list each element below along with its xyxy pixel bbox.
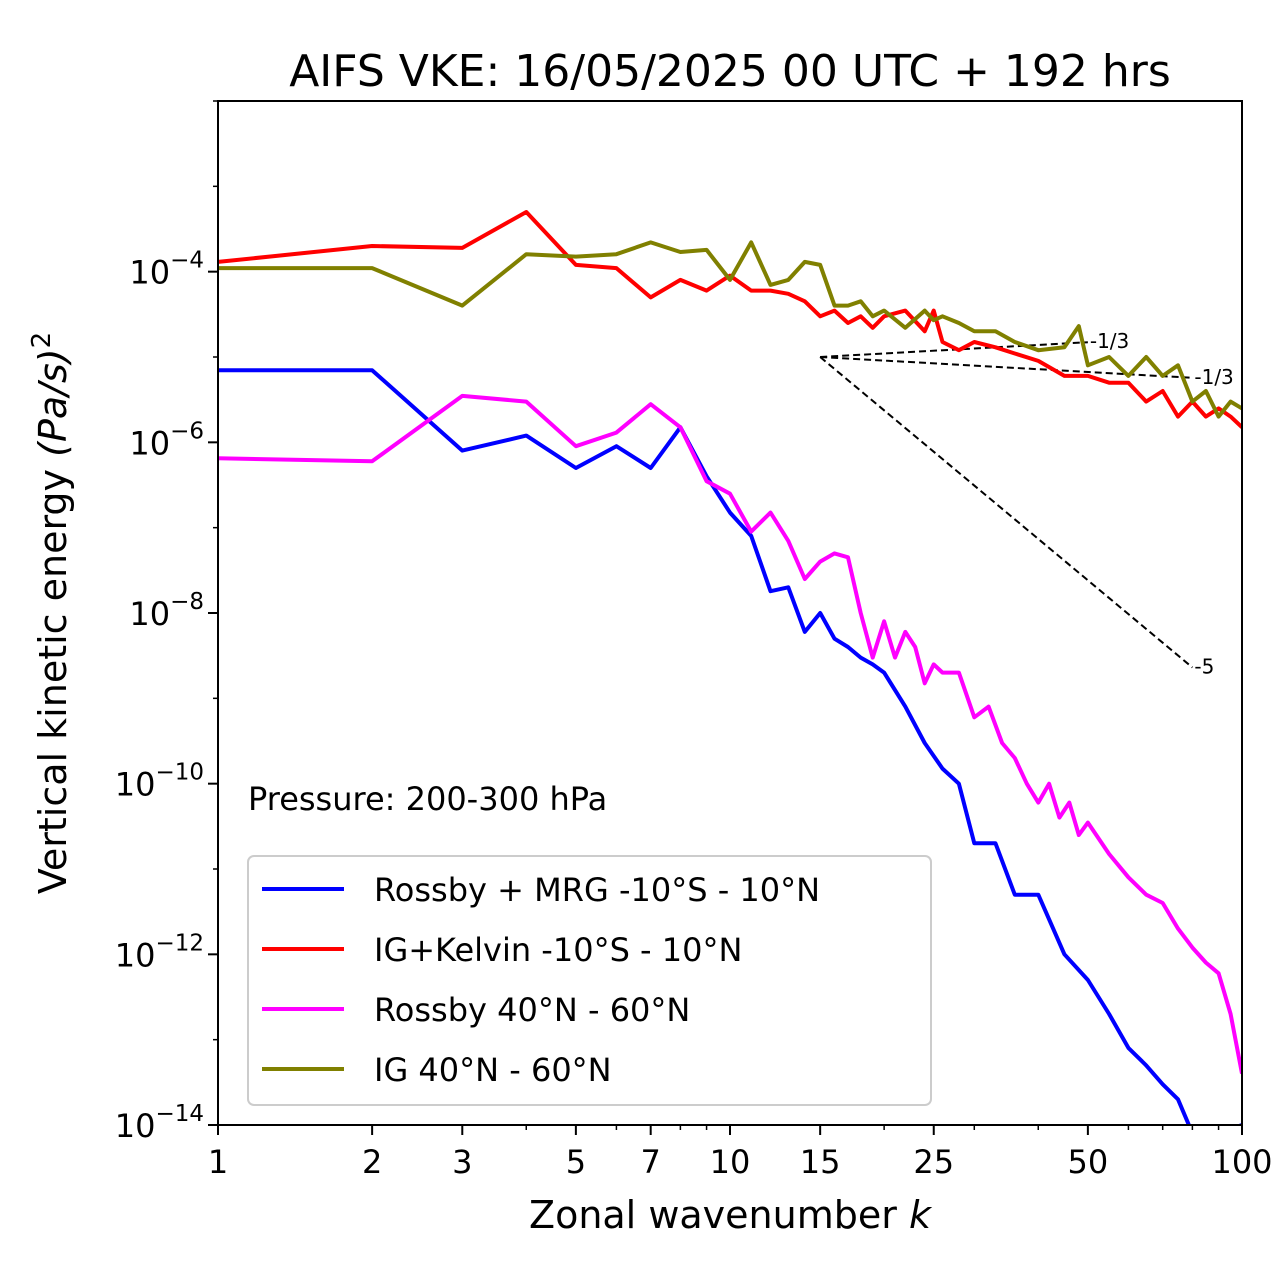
x-tick-label: 50 bbox=[1068, 1143, 1109, 1181]
reference-slope-line bbox=[819, 356, 1194, 669]
x-axis-label-var: k bbox=[909, 1193, 933, 1237]
legend: Rossby + MRG -10°S - 10°N IG+Kelvin -10°S… bbox=[247, 855, 932, 1106]
legend-label: IG+Kelvin -10°S - 10°N bbox=[374, 931, 742, 969]
legend-label: IG 40°N - 60°N bbox=[374, 1051, 612, 1089]
reference-slope-label: -1/3 bbox=[1194, 365, 1233, 389]
legend-label: Rossby + MRG -10°S - 10°N bbox=[374, 871, 820, 909]
plot-content bbox=[218, 210, 1242, 1125]
x-tick-label: 1 bbox=[208, 1143, 228, 1181]
plot-area: -1/3 -1/3 -5 bbox=[218, 210, 1242, 1125]
y-tick-label: 10−12 bbox=[115, 930, 204, 974]
reference-slope-label: -5 bbox=[1194, 654, 1214, 678]
series-line-1 bbox=[218, 368, 1242, 1125]
y-axis: 10−4 10−6 10−8 10−10 10−12 10−14 bbox=[115, 100, 218, 1145]
x-axis-label-text: Zonal wavenumber bbox=[529, 1193, 897, 1237]
x-tick-label: 2 bbox=[362, 1143, 382, 1181]
x-axis-label: Zonal wavenumber k bbox=[529, 1193, 933, 1237]
x-tick-label: 15 bbox=[800, 1143, 841, 1181]
x-tick-label: 7 bbox=[641, 1143, 661, 1181]
y-tick-label: 10−4 bbox=[129, 248, 204, 292]
pressure-annotation: Pressure: 200-300 hPa bbox=[248, 780, 607, 818]
legend-box bbox=[247, 855, 932, 1106]
series-line-2 bbox=[218, 210, 1242, 429]
y-tick-label: 10−6 bbox=[129, 418, 204, 462]
series-line-4 bbox=[218, 240, 1242, 419]
x-tick-label: 10 bbox=[710, 1143, 751, 1181]
y-tick-label: 10−8 bbox=[129, 589, 204, 633]
y-axis-label-unit: (Pa/s) bbox=[31, 348, 75, 456]
reference-slope-label: -1/3 bbox=[1090, 329, 1129, 353]
x-tick-label: 100 bbox=[1211, 1143, 1272, 1181]
y-tick-label: 10−10 bbox=[115, 760, 204, 804]
x-tick-label: 3 bbox=[452, 1143, 472, 1181]
x-tick-label: 25 bbox=[913, 1143, 954, 1181]
x-tick-label: 5 bbox=[566, 1143, 586, 1181]
y-axis-label-text: Vertical kinetic energy bbox=[31, 469, 75, 894]
series-line-3 bbox=[218, 393, 1242, 1074]
chart-title: AIFS VKE: 16/05/2025 00 UTC + 192 hrs bbox=[289, 46, 1171, 97]
y-axis-label-exp: 2 bbox=[27, 332, 57, 349]
y-tick-label: 10−14 bbox=[115, 1101, 204, 1145]
y-axis-label: Vertical kinetic energy (Pa/s)2 bbox=[27, 332, 75, 894]
legend-label: Rossby 40°N - 60°N bbox=[374, 991, 690, 1029]
x-axis: 1 2 3 5 7 10 15 25 50 100 bbox=[208, 1125, 1273, 1181]
